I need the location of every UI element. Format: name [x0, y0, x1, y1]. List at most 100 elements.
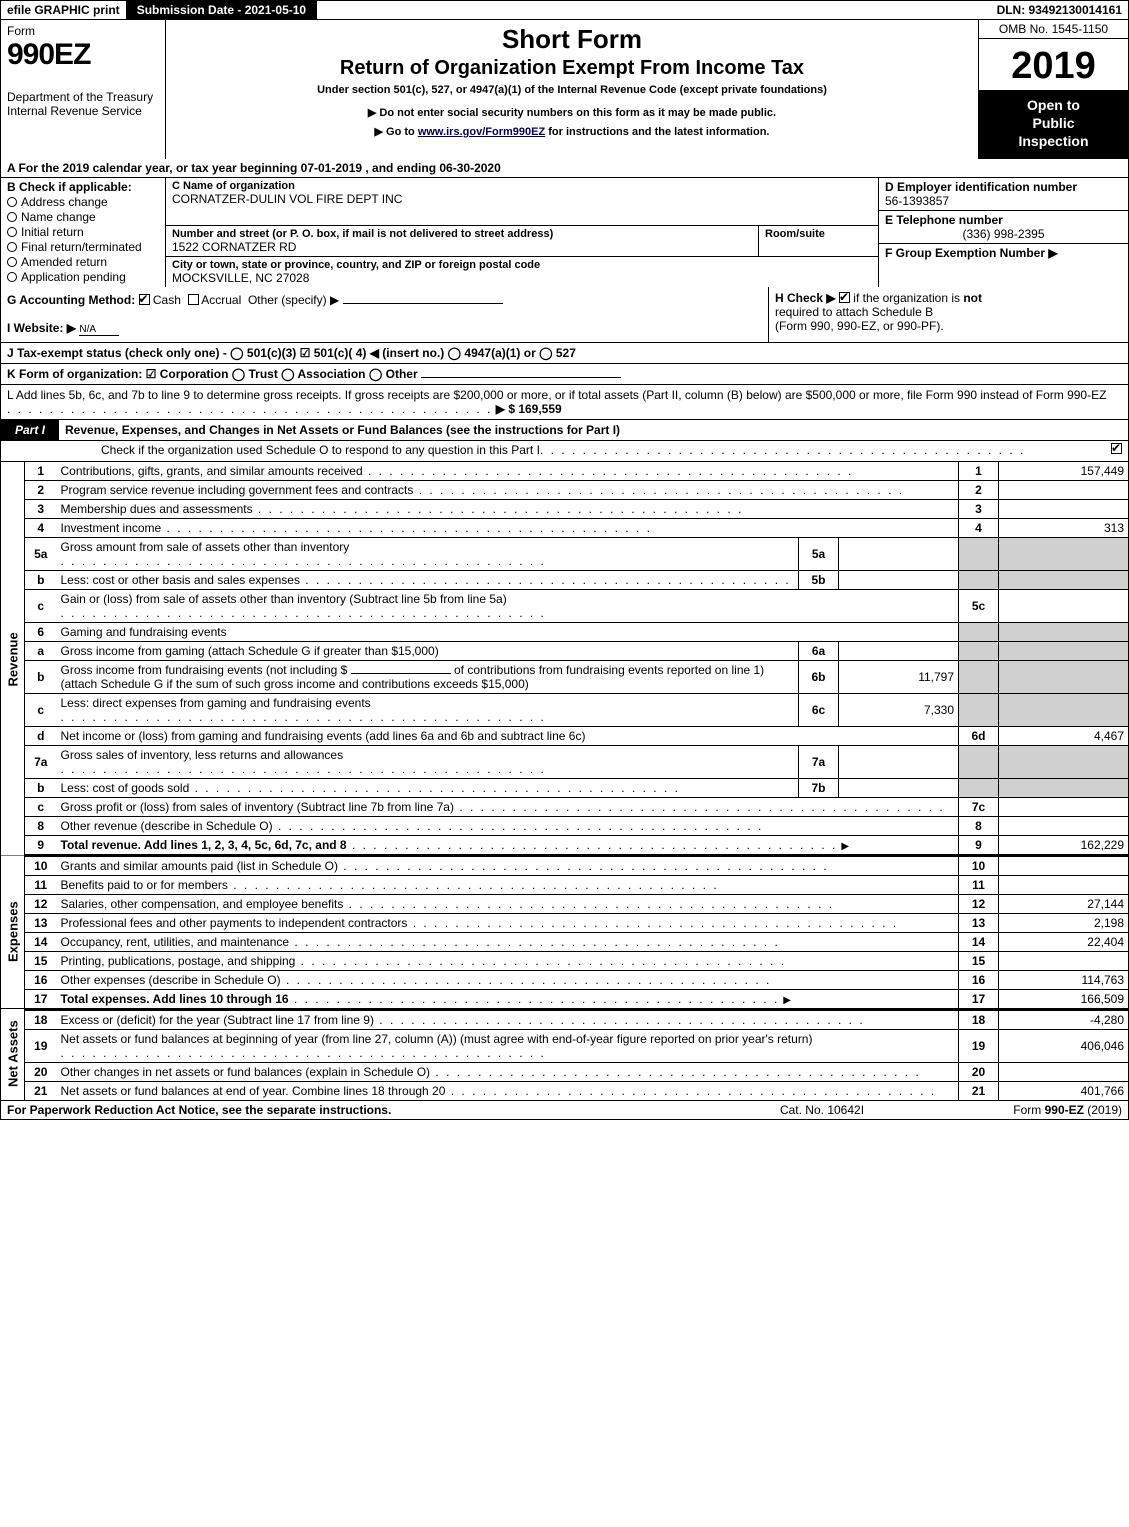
- b-opt-address[interactable]: Address change: [7, 195, 159, 209]
- ln4-val: 313: [999, 518, 1129, 537]
- ln4-num: 4: [25, 518, 57, 537]
- ln9-rn: 9: [959, 835, 999, 855]
- ln6b-t1: Gross income from fundraising events (no…: [61, 663, 348, 677]
- ln6b-sn: 6b: [799, 660, 839, 693]
- ln1-num: 1: [25, 462, 57, 481]
- ln12-num: 12: [25, 894, 57, 913]
- ln5c-rn: 5c: [959, 589, 999, 622]
- header-right: OMB No. 1545-1150 2019 Open to Public In…: [978, 20, 1128, 159]
- open1: Open to: [983, 96, 1124, 114]
- b-opt-pending[interactable]: Application pending: [7, 270, 159, 284]
- j-text: J Tax-exempt status (check only one) - ◯…: [7, 346, 576, 360]
- b-opt-final[interactable]: Final return/terminated: [7, 240, 159, 254]
- dots: [338, 859, 829, 873]
- side-netassets: Net Assets: [1, 1009, 25, 1100]
- dots: [189, 781, 680, 795]
- ln14-rv: 22,404: [999, 932, 1129, 951]
- website-value: N/A: [79, 324, 119, 336]
- efile-label[interactable]: efile GRAPHIC print: [1, 1, 127, 19]
- ln7b-sn: 7b: [799, 778, 839, 797]
- ln3-rn: 3: [959, 499, 999, 518]
- footer-row: For Paperwork Reduction Act Notice, see …: [0, 1101, 1129, 1120]
- ln16-num: 16: [25, 970, 57, 989]
- arrow-icon: [837, 838, 853, 852]
- circle-icon: [7, 242, 17, 252]
- row-8: 8 Other revenue (describe in Schedule O)…: [1, 816, 1129, 835]
- ln20-rn: 20: [959, 1062, 999, 1081]
- ln11-rv: [999, 875, 1129, 894]
- b-opt-amended[interactable]: Amended return: [7, 255, 159, 269]
- ln5a-sv: [839, 537, 959, 570]
- ln6c-text: Less: direct expenses from gaming and fu…: [61, 696, 371, 710]
- dots: [253, 502, 744, 516]
- ln6b-desc: Gross income from fundraising events (no…: [57, 660, 799, 693]
- ln6d-rn: 6d: [959, 726, 999, 745]
- row-5a: 5a Gross amount from sale of assets othe…: [1, 537, 1129, 570]
- ln13-text: Professional fees and other payments to …: [61, 916, 408, 930]
- cash-checkbox[interactable]: [139, 294, 150, 305]
- row-4: 4 Investment income 4 313: [1, 518, 1129, 537]
- b-opt-name[interactable]: Name change: [7, 210, 159, 224]
- goto-pre: ▶ Go to: [375, 126, 418, 138]
- open2: Public: [983, 114, 1124, 132]
- dots: [228, 878, 719, 892]
- b-opt-initial[interactable]: Initial return: [7, 225, 159, 239]
- ln3-text: Membership dues and assessments: [61, 502, 253, 516]
- ln15-desc: Printing, publications, postage, and shi…: [57, 951, 959, 970]
- ln17-rn: 17: [959, 989, 999, 1009]
- part1-checkbox[interactable]: [1111, 443, 1122, 454]
- ln7c-text: Gross profit or (loss) from sales of inv…: [61, 800, 454, 814]
- ln7b-rv: [999, 778, 1129, 797]
- org-name: CORNATZER-DULIN VOL FIRE DEPT INC: [172, 192, 872, 206]
- ln5b-rv: [999, 570, 1129, 589]
- g-other-blank[interactable]: [343, 303, 503, 304]
- h-text1: if the organization is: [853, 291, 963, 305]
- col-b: B Check if applicable: Address change Na…: [1, 178, 166, 287]
- ln11-rn: 11: [959, 875, 999, 894]
- ln6b-sv: 11,797: [839, 660, 959, 693]
- ln11-num: 11: [25, 875, 57, 894]
- ln17-text: Total expenses. Add lines 10 through 16: [61, 992, 289, 1006]
- ln18-num: 18: [25, 1009, 57, 1029]
- col-c: C Name of organization CORNATZER-DULIN V…: [166, 178, 878, 287]
- ln4-desc: Investment income: [57, 518, 959, 537]
- b-lbl-3: Final return/terminated: [21, 240, 142, 254]
- row-5b: b Less: cost or other basis and sales ex…: [1, 570, 1129, 589]
- dots: [61, 606, 546, 620]
- part1-sub: Check if the organization used Schedule …: [0, 441, 1129, 462]
- ln8-rn: 8: [959, 816, 999, 835]
- ln9-desc: Total revenue. Add lines 1, 2, 3, 4, 5c,…: [57, 835, 959, 855]
- ln15-text: Printing, publications, postage, and shi…: [61, 954, 296, 968]
- dots: [454, 800, 945, 814]
- dept-irs: Internal Revenue Service: [7, 104, 159, 118]
- header-left: Form 990EZ Department of the Treasury In…: [1, 20, 166, 159]
- ln5a-sn: 5a: [799, 537, 839, 570]
- dots: [61, 554, 546, 568]
- submission-date: Submission Date - 2021-05-10: [127, 1, 317, 19]
- under-section: Under section 501(c), 527, or 4947(a)(1)…: [176, 84, 968, 96]
- ln6a-desc: Gross income from gaming (attach Schedul…: [57, 641, 799, 660]
- row-11: 11 Benefits paid to or for members 11: [1, 875, 1129, 894]
- ln15-rv: [999, 951, 1129, 970]
- ln6b-blank[interactable]: [351, 673, 451, 674]
- accrual-checkbox[interactable]: [188, 294, 199, 305]
- irs-link[interactable]: www.irs.gov/Form990EZ: [418, 126, 545, 138]
- row-21: 21 Net assets or fund balances at end of…: [1, 1081, 1129, 1100]
- ln10-rv: [999, 855, 1129, 875]
- ln5a-desc: Gross amount from sale of assets other t…: [57, 537, 799, 570]
- j-line: J Tax-exempt status (check only one) - ◯…: [0, 343, 1129, 364]
- ln2-num: 2: [25, 480, 57, 499]
- ln6-desc: Gaming and fundraising events: [57, 622, 959, 641]
- h-checkbox[interactable]: [839, 292, 850, 303]
- ln12-text: Salaries, other compensation, and employ…: [61, 897, 344, 911]
- ln6c-desc: Less: direct expenses from gaming and fu…: [57, 693, 799, 726]
- i-line-inline: I Website: ▶ N/A: [7, 321, 762, 336]
- ln20-desc: Other changes in net assets or fund bala…: [57, 1062, 959, 1081]
- ln2-rn: 2: [959, 480, 999, 499]
- dots: [61, 1046, 546, 1060]
- ln7b-sv: [839, 778, 959, 797]
- k-other-blank[interactable]: [421, 377, 621, 378]
- ln1-desc: Contributions, gifts, grants, and simila…: [57, 462, 959, 481]
- h-line3: (Form 990, 990-EZ, or 990-PF).: [775, 319, 1122, 333]
- ln9-num: 9: [25, 835, 57, 855]
